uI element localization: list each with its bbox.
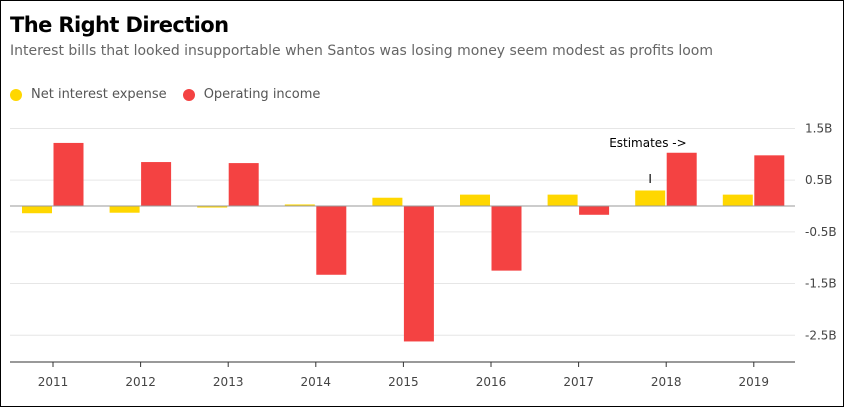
estimates-annotation: Estimates -> <box>609 136 686 150</box>
y-tick-label: -2.5B <box>805 328 837 342</box>
x-tick-label: 2012 <box>125 375 156 389</box>
bar-net-interest-expense <box>460 194 490 206</box>
bar-operating-income <box>754 155 785 206</box>
x-tick-label: 2018 <box>651 375 682 389</box>
legend-label-operating-income: Operating income <box>203 87 321 102</box>
bar-operating-income <box>228 163 259 206</box>
y-tick-label: -0.5B <box>805 225 837 239</box>
y-tick-label: -1.5B <box>805 277 837 291</box>
bar-net-interest-expense <box>197 206 228 208</box>
bar-net-interest-expense <box>635 190 666 206</box>
bar-net-interest-expense <box>372 197 403 206</box>
x-tick-label: 2017 <box>563 375 594 389</box>
legend-swatch-operating-income <box>182 88 195 101</box>
bar-operating-income <box>53 142 84 206</box>
bar-net-interest-expense <box>109 206 140 213</box>
x-tick-label: 2013 <box>213 375 244 389</box>
bar-operating-income <box>579 206 610 215</box>
bar-operating-income <box>491 206 522 271</box>
bar-operating-income <box>666 152 697 206</box>
bar-net-interest-expense <box>547 194 578 206</box>
estimates-marker: I <box>648 172 652 186</box>
chart-legend: Net interest expense Operating income <box>10 87 336 102</box>
y-tick-label: 1.5B <box>805 121 832 135</box>
legend-label-net-interest: Net interest expense <box>31 87 167 102</box>
legend-swatch-net-interest <box>10 88 22 101</box>
bar-net-interest-expense <box>22 206 52 214</box>
bar-operating-income <box>141 162 172 206</box>
x-tick-label: 2019 <box>739 375 770 389</box>
bar-net-interest-expense <box>284 204 315 206</box>
x-tick-label: 2016 <box>476 375 507 389</box>
x-tick-label: 2015 <box>388 375 419 389</box>
bar-operating-income <box>403 206 434 342</box>
bar-operating-income <box>316 206 347 275</box>
y-tick-label: 0.5B <box>805 173 832 187</box>
chart-title: The Right Direction <box>10 13 229 37</box>
x-tick-label: 2014 <box>301 375 332 389</box>
x-tick-label: 2011 <box>38 375 69 389</box>
bar-net-interest-expense <box>722 194 753 206</box>
legend-item-net-interest: Net interest expense <box>10 87 167 102</box>
chart-subtitle: Interest bills that looked insupportable… <box>10 43 714 59</box>
legend-item-operating-income: Operating income <box>182 87 321 102</box>
